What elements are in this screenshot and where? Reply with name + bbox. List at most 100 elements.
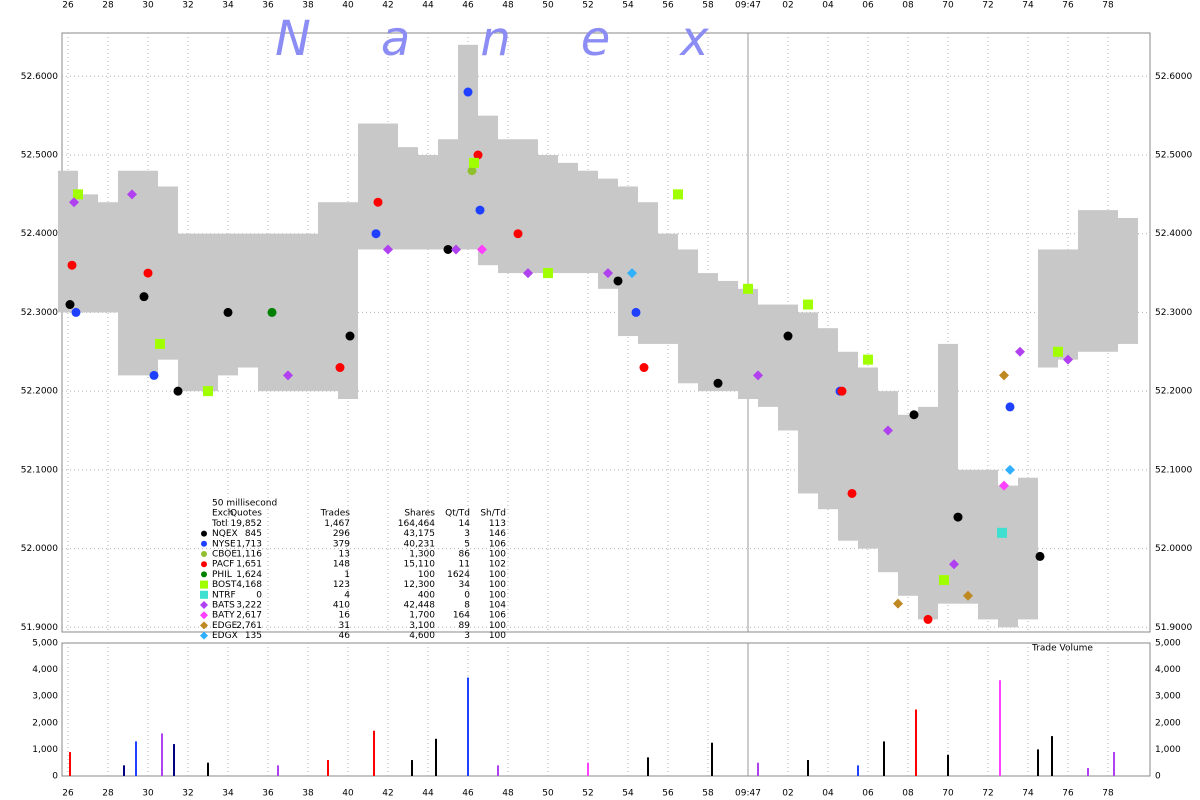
quote-range [598,178,618,289]
quote-range [298,233,318,392]
legend-marker [200,621,208,630]
y-tick-label-right: 52.1000 [1155,465,1192,475]
y-tick-label: 52.2000 [21,387,58,397]
volume-bar [999,680,1001,776]
quote-range [518,139,538,274]
trade-marker [1063,354,1073,365]
y-tick-label: 5,000 [32,639,58,649]
volume-bar [277,765,279,776]
table-cell: 4,600 [409,631,435,641]
trade-marker [613,276,623,286]
legend-label: BATS [212,601,235,611]
x-tick-label: 42 [382,1,393,11]
legend-marker [201,561,207,568]
trade-marker [783,331,793,341]
trade-marker [371,229,381,239]
quote-range [398,147,418,250]
y-tick-label: 3,000 [32,692,58,702]
table-cell: 43,175 [404,529,436,539]
trade-marker [949,559,959,570]
quote-range [778,304,798,431]
trade-marker [863,354,873,365]
quote-range [278,233,298,392]
table-cell: 1,300 [409,550,435,560]
trade-marker [475,205,485,215]
quote-range [898,414,918,596]
trade-marker [443,244,453,254]
quote-range [1098,210,1118,352]
table-cell: 31 [339,621,350,631]
trade-marker [1035,551,1045,561]
trade-marker [753,370,763,381]
trade-marker [67,260,77,270]
x-tick-label: 72 [982,789,993,799]
legend-marker [201,530,207,537]
y-tick-label: 52.0000 [21,544,58,554]
trade-marker [477,244,487,255]
x-tick-label: 44 [422,789,434,799]
y-tick-label-right: 5,000 [1155,639,1181,649]
y-tick-label-right: 52.0000 [1155,544,1192,554]
quote-range [718,280,738,392]
trade-marker [335,363,345,373]
trade-marker [543,268,553,279]
trade-marker [893,598,903,609]
trade-marker [999,370,1009,381]
volume-bar [1037,749,1039,776]
y-tick-label-right: 51.9000 [1155,623,1192,633]
table-header: Quotes [230,509,262,519]
quote-range [638,202,658,344]
table-cell: 86 [459,550,471,560]
trade-marker [143,268,153,278]
y-tick-label-right: 52.3000 [1155,308,1192,318]
table-cell: 379 [333,539,350,549]
x-tick-label: 06 [862,789,874,799]
table-cell: 2,761 [236,621,262,631]
legend-label: NQEX [212,529,238,539]
table-cell: 135 [245,631,262,641]
watermark: Nanex [275,11,779,67]
trade-marker [127,189,137,200]
quote-range [578,170,598,274]
trade-marker [467,166,477,176]
legend-marker [200,590,208,599]
x-tick-label: 40 [342,1,354,11]
x-tick-label: 44 [422,1,434,11]
x-tick-label: 36 [262,1,274,11]
table-cell: 100 [489,590,506,600]
quote-range [878,391,898,573]
table-cell: 100 [489,631,506,641]
quote-range [338,202,358,400]
trade-marker [883,425,893,436]
volume-bar [807,760,809,776]
table-cell: 5 [464,539,470,549]
y-tick-label: 0 [52,772,58,782]
trade-marker [631,307,641,317]
x-tick-label: 08 [902,1,914,11]
table-header: Trades [320,509,351,519]
trade-marker [743,283,753,294]
quote-range [238,233,258,368]
legend-label: BATY [212,611,235,621]
trade-marker [173,386,183,396]
trade-marker [1005,464,1015,475]
trade-marker [923,614,933,624]
table-cell: 12,300 [404,580,436,590]
volume-bar [135,741,137,776]
trade-marker [223,307,233,317]
trade-marker [639,363,649,373]
quote-range [858,367,878,549]
table-cell: 1,713 [236,539,262,549]
plot-frame [61,32,1151,633]
y-tick-label-right: 2,000 [1155,718,1181,728]
x-tick-label: 54 [622,789,634,799]
trade-marker [73,189,83,200]
table-cell: 40,231 [404,539,436,549]
quote-range [1018,477,1038,620]
x-tick-label: 72 [982,1,993,11]
y-tick-label: 52.1000 [21,465,58,475]
x-tick-label: 58 [702,789,714,799]
table-cell: 400 [418,590,435,600]
legend-marker [200,631,208,640]
